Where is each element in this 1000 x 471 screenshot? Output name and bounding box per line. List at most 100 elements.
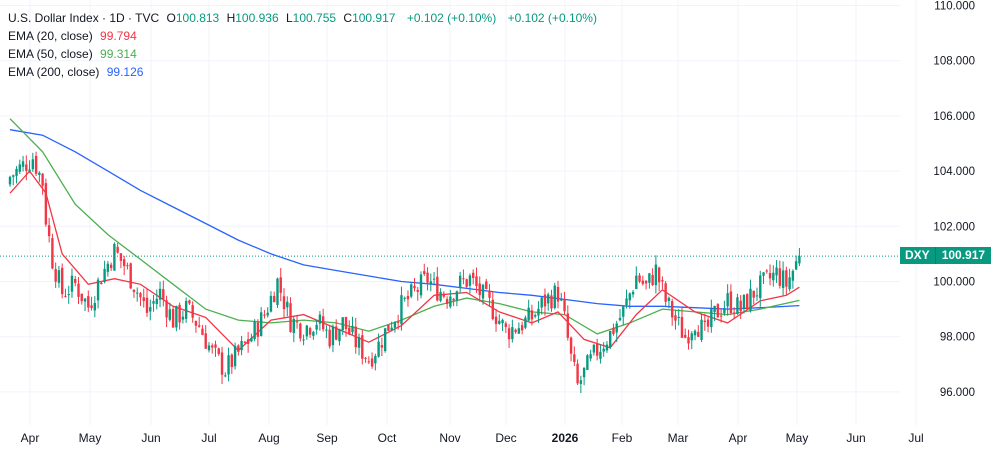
candle-body [445, 298, 449, 305]
candle-body [18, 164, 21, 172]
candle-body [132, 289, 136, 293]
candle-body [693, 330, 697, 336]
candle-body [47, 225, 51, 237]
candle-body [243, 341, 247, 343]
candle-body [279, 277, 282, 293]
candle-body [263, 314, 266, 316]
candle-body [155, 298, 158, 305]
candle-body [25, 164, 28, 171]
x-tick-label: May [786, 431, 809, 445]
x-tick-label: Apr [729, 431, 748, 445]
candle-body [641, 280, 645, 284]
symbol-row: U.S. Dollar Index · 1D · TVC O100.813 H1… [8, 9, 601, 27]
candle-body [240, 341, 243, 351]
candle-body [90, 305, 93, 309]
ema200-label: EMA (200, close) [8, 65, 100, 79]
candle-body [139, 293, 142, 298]
candle-body [612, 327, 615, 335]
candle-body [791, 270, 795, 281]
change-value: +0.102 (+0.10%) [406, 11, 497, 25]
last-price-value: 100.917 [935, 247, 992, 265]
x-tick-label: May [79, 431, 102, 445]
candle-body [273, 295, 276, 303]
candle-body [670, 301, 674, 318]
candle-body [21, 161, 25, 167]
candle-body [785, 270, 788, 287]
candle-body [51, 238, 54, 269]
candle-body [126, 265, 129, 267]
candle-body [442, 293, 446, 297]
candle-body [511, 327, 514, 340]
candle-body [34, 155, 38, 174]
change-value-2: +0.102 (+0.10%) [507, 11, 597, 25]
candle-body [87, 296, 90, 308]
candle-body [755, 295, 759, 297]
candle-body [517, 328, 521, 334]
candle-body [609, 330, 612, 348]
ema20-label: EMA (20, close) [8, 29, 93, 43]
symbol-title[interactable]: U.S. Dollar Index · 1D · TVC [8, 11, 160, 25]
candle-body [406, 296, 410, 300]
candle-body [749, 288, 752, 312]
ema200-row[interactable]: EMA (200, close) 99.126 [8, 63, 601, 81]
candle-body [416, 289, 419, 292]
candle-body [504, 323, 508, 327]
price-axis[interactable]: 96.000 98.000 100.000 102.000 104.000 106.000… [933, 1, 975, 399]
candle-body [109, 264, 113, 269]
candle-body [64, 295, 67, 297]
candle-body [74, 279, 77, 283]
candle-body [674, 315, 677, 321]
candle-body [325, 329, 328, 331]
x-tick-label: Mar [668, 431, 689, 445]
candle-body [664, 283, 667, 302]
candle-body [171, 309, 175, 328]
candle-body [729, 291, 733, 314]
candle-body [661, 280, 664, 282]
candle-body [318, 314, 322, 324]
candle-body [321, 316, 325, 330]
time-axis[interactable]: Apr May Jun Jul Aug Sep Oct Nov Dec 2026 Feb Mar Apr… [21, 431, 924, 445]
candle-body [266, 312, 269, 316]
candle-body [684, 334, 687, 338]
candle-body [175, 305, 178, 328]
candle-body [599, 351, 602, 359]
candle-body [292, 318, 295, 333]
candle-body [194, 321, 198, 326]
candle-body [188, 300, 191, 304]
candle-body [618, 317, 622, 321]
candle-body [276, 278, 279, 305]
candle-body [488, 290, 491, 298]
candle-body [331, 326, 335, 346]
candle-body [615, 323, 618, 333]
candle-body [501, 319, 504, 324]
candle-body [367, 361, 371, 363]
y-tick-label: 100.000 [933, 276, 975, 288]
candle-body [191, 305, 194, 318]
candle-body [224, 375, 227, 377]
candle-body [537, 308, 540, 316]
y-tick-label: 104.000 [933, 166, 975, 178]
candle-body [390, 327, 393, 331]
candle-body [605, 344, 609, 351]
y-tick-label: 106.000 [933, 111, 975, 123]
ema200-line [9, 129, 800, 310]
candle-body [595, 344, 599, 356]
candle-body [524, 317, 527, 328]
candle-body [77, 283, 80, 297]
candle-body [201, 328, 204, 335]
candle-body [514, 329, 517, 333]
candle-body [165, 300, 168, 318]
candle-body [752, 290, 755, 298]
candle-body [677, 316, 680, 318]
candle-body [15, 168, 18, 176]
candle-body [586, 355, 589, 370]
candle-body [485, 281, 488, 289]
open-value: 100.813 [175, 11, 220, 25]
candle-body [582, 367, 586, 378]
ema20-row[interactable]: EMA (20, close) 99.794 [8, 27, 601, 45]
candle-body [700, 319, 703, 340]
candle-body [328, 329, 331, 347]
candle-body [246, 339, 250, 344]
ema50-row[interactable]: EMA (50, close) 99.314 [8, 45, 601, 63]
